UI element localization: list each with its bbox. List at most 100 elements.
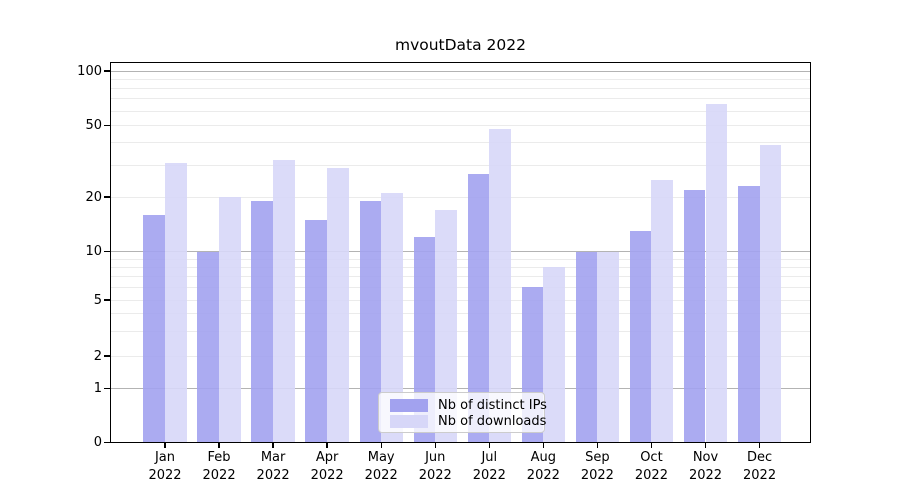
bar-apr-distinct-ips (305, 219, 328, 443)
bar-sep-distinct-ips (575, 251, 598, 443)
y-tick-label-100: 100 (77, 63, 102, 79)
bar-nov-downloads (705, 103, 728, 443)
y-tick-label-5: 5 (93, 292, 102, 308)
bar-jan-distinct-ips (143, 214, 165, 443)
x-tick-year: 2022 (634, 468, 668, 483)
bar-jan-downloads (165, 162, 187, 443)
x-tick-label-nov: Nov 2022 (678, 449, 734, 485)
bar-may-distinct-ips (359, 201, 382, 443)
y-tick-label-2: 2 (93, 348, 102, 364)
x-tick-month: Aug (530, 450, 557, 465)
bar-sep-downloads (597, 251, 620, 443)
x-tick-label-sep: Sep 2022 (569, 449, 625, 485)
gridline-minor-2 (110, 355, 811, 357)
x-tick-mark-jul (488, 443, 490, 448)
x-tick-month: Apr (315, 450, 339, 465)
y-tick-mark-0 (104, 442, 110, 444)
legend-swatch-downloads (390, 415, 428, 429)
x-tick-month: Sep (585, 450, 610, 465)
legend-label-distinct-ips: Nb of distinct IPs (438, 397, 547, 413)
y-tick-mark-10 (104, 251, 110, 253)
x-tick-label-mar: Mar 2022 (245, 449, 301, 485)
bar-dec-distinct-ips (737, 186, 760, 443)
bar-nov-distinct-ips (683, 189, 706, 443)
x-tick-year: 2022 (256, 468, 290, 483)
legend-item-distinct-ips: Nb of distinct IPs (390, 397, 547, 414)
x-tick-mark-may (380, 443, 382, 448)
x-tick-year: 2022 (202, 468, 236, 483)
bar-oct-downloads (651, 179, 674, 443)
gridline-minor-8 (110, 266, 811, 268)
x-tick-year: 2022 (743, 468, 777, 483)
gridline-minor-4 (110, 313, 811, 315)
legend: Nb of distinct IPs Nb of downloads (378, 392, 547, 433)
x-tick-year: 2022 (526, 468, 560, 483)
gridline-minor-60 (110, 110, 811, 112)
plot-area (110, 62, 811, 443)
bar-feb-downloads (219, 197, 241, 443)
x-tick-mark-feb (218, 443, 220, 448)
x-tick-mark-jan (164, 443, 166, 448)
x-tick-mark-apr (326, 443, 328, 448)
gridline-minor-80 (110, 87, 811, 89)
x-tick-mark-jun (434, 443, 436, 448)
gridline-minor-40 (110, 142, 811, 144)
chart-title: mvoutData 2022 (394, 36, 527, 54)
x-tick-label-may: May 2022 (353, 449, 409, 485)
x-tick-year: 2022 (688, 468, 723, 483)
bar-aug-downloads (543, 267, 566, 443)
x-tick-month: May (367, 450, 395, 465)
bar-jul-downloads (489, 128, 511, 443)
y-tick-mark-100 (104, 70, 110, 72)
y-tick-mark-2 (104, 355, 110, 357)
y-tick-label-50: 50 (85, 117, 102, 133)
gridline-minor-9 (110, 258, 811, 260)
y-tick-mark-5 (104, 299, 110, 301)
x-tick-month: Jun (425, 450, 446, 465)
bar-apr-downloads (327, 167, 349, 443)
bar-jul-distinct-ips (467, 173, 490, 443)
gridline-major-1 (110, 387, 811, 389)
x-tick-mark-sep (596, 443, 599, 448)
gridline-minor-20 (110, 196, 811, 198)
x-tick-year: 2022 (364, 468, 398, 483)
x-tick-month: Dec (746, 450, 773, 465)
y-tick-label-10: 10 (85, 244, 102, 260)
x-tick-year: 2022 (310, 468, 344, 483)
bar-dec-downloads (759, 144, 782, 443)
gridline-minor-7 (110, 276, 811, 278)
x-tick-label-apr: Apr 2022 (299, 449, 355, 485)
bar-jun-distinct-ips (413, 237, 436, 443)
x-tick-month: Mar (260, 450, 286, 465)
y-tick-mark-50 (104, 124, 110, 126)
legend-label-downloads: Nb of downloads (438, 414, 547, 430)
x-tick-month: Jan (154, 450, 176, 465)
gridline-minor-30 (110, 164, 811, 166)
legend-swatch-distinct-ips (390, 398, 428, 412)
bar-may-downloads (381, 193, 403, 443)
legend-item-downloads: Nb of downloads (390, 414, 547, 431)
x-tick-year: 2022 (580, 468, 614, 483)
y-tick-label-1: 1 (93, 380, 102, 396)
x-tick-month: Oct (640, 450, 663, 465)
gridline-major-10 (110, 251, 811, 253)
x-tick-mark-mar (272, 443, 274, 448)
x-tick-label-jan: Jan 2022 (137, 449, 193, 485)
x-tick-month: Feb (207, 450, 231, 465)
gridline-minor-90 (110, 78, 811, 80)
y-tick-label-20: 20 (85, 189, 102, 205)
x-tick-label-jul: Jul 2022 (461, 449, 517, 485)
bar-jun-downloads (435, 209, 457, 443)
x-tick-year: 2022 (418, 468, 452, 483)
x-tick-label-jun: Jun 2022 (407, 449, 463, 485)
x-tick-year: 2022 (148, 468, 182, 483)
y-tick-label-0: 0 (93, 435, 102, 451)
gridline-minor-50 (110, 124, 811, 126)
gridline-minor-6 (110, 286, 811, 288)
x-tick-mark-dec (758, 443, 761, 448)
bar-feb-distinct-ips (197, 251, 220, 443)
x-tick-mark-oct (650, 443, 653, 448)
bar-mar-downloads (273, 160, 295, 443)
bar-mar-distinct-ips (251, 201, 274, 443)
